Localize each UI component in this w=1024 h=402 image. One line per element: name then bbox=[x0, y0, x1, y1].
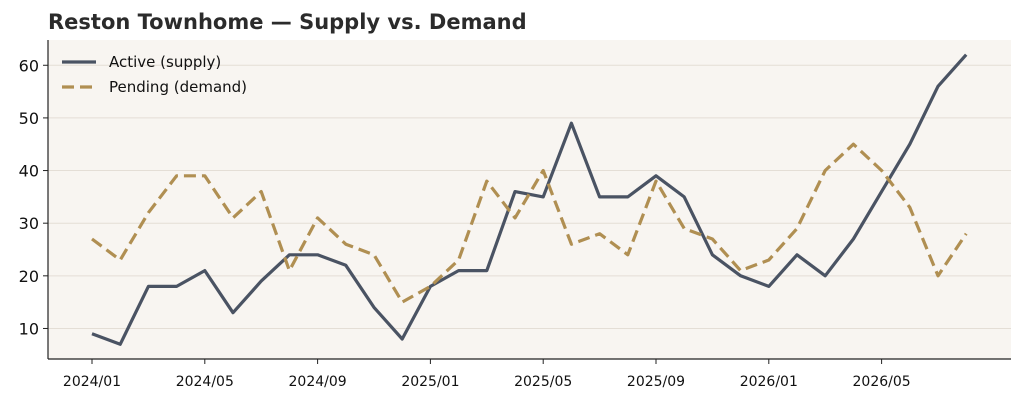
y-tick-label: 40 bbox=[19, 162, 39, 181]
y-tick-label: 10 bbox=[19, 319, 39, 338]
x-tick-label: 2024/09 bbox=[289, 374, 347, 390]
data-point bbox=[542, 169, 545, 172]
x-tick-label: 2024/01 bbox=[63, 374, 121, 390]
x-tick-label: 2026/01 bbox=[740, 374, 798, 390]
data-point bbox=[598, 232, 601, 235]
data-point bbox=[231, 311, 234, 314]
data-point bbox=[824, 274, 827, 277]
data-point bbox=[654, 180, 657, 183]
data-point bbox=[203, 174, 206, 177]
chart-title: Reston Townhome — Supply vs. Demand bbox=[48, 10, 527, 34]
legend-label-1: Pending (demand) bbox=[109, 78, 247, 96]
plot-area bbox=[48, 40, 1011, 359]
data-point bbox=[344, 264, 347, 267]
data-point bbox=[824, 169, 827, 172]
series-line-1 bbox=[91, 142, 968, 304]
data-point bbox=[852, 237, 855, 240]
y-tick-label: 30 bbox=[19, 214, 39, 233]
data-point bbox=[372, 253, 375, 256]
data-point bbox=[90, 237, 93, 240]
y-tick-label: 60 bbox=[19, 56, 39, 75]
data-point bbox=[683, 195, 686, 198]
data-point bbox=[626, 195, 629, 198]
data-point bbox=[457, 258, 460, 261]
data-point bbox=[711, 253, 714, 256]
data-point bbox=[570, 122, 573, 125]
data-point bbox=[739, 274, 742, 277]
data-point bbox=[147, 211, 150, 214]
series-line-0 bbox=[91, 53, 968, 346]
x-tick-label: 2026/05 bbox=[853, 374, 911, 390]
data-point bbox=[542, 195, 545, 198]
data-point bbox=[965, 232, 968, 235]
data-point bbox=[260, 280, 263, 283]
data-point bbox=[429, 285, 432, 288]
data-point bbox=[260, 190, 263, 193]
data-point bbox=[683, 227, 686, 230]
data-point bbox=[175, 285, 178, 288]
data-point bbox=[795, 253, 798, 256]
data-point bbox=[880, 169, 883, 172]
data-point bbox=[626, 253, 629, 256]
data-point bbox=[175, 174, 178, 177]
data-point bbox=[147, 285, 150, 288]
series-lines bbox=[90, 53, 968, 346]
data-point bbox=[344, 243, 347, 246]
data-point bbox=[119, 258, 122, 261]
data-point bbox=[767, 285, 770, 288]
data-point bbox=[401, 301, 404, 304]
data-point bbox=[936, 85, 939, 88]
tick-labels: 10 20 30 40 50 60 2024/01 2024/05 2024/09 2025/01… bbox=[19, 56, 911, 390]
data-point bbox=[316, 253, 319, 256]
data-point bbox=[936, 274, 939, 277]
data-point bbox=[288, 253, 291, 256]
data-point bbox=[485, 269, 488, 272]
data-point bbox=[880, 190, 883, 193]
data-point bbox=[965, 53, 968, 56]
x-tick-label: 2025/01 bbox=[401, 374, 459, 390]
x-tick-label: 2024/05 bbox=[176, 374, 234, 390]
y-tick-label: 50 bbox=[19, 109, 39, 128]
legend-label-0: Active (supply) bbox=[109, 53, 221, 71]
data-point bbox=[90, 332, 93, 335]
data-point bbox=[513, 216, 516, 219]
data-point bbox=[711, 237, 714, 240]
data-point bbox=[852, 143, 855, 146]
data-point bbox=[485, 180, 488, 183]
data-point bbox=[401, 337, 404, 340]
data-point bbox=[908, 206, 911, 209]
data-point bbox=[908, 143, 911, 146]
y-tick-label: 20 bbox=[19, 267, 39, 286]
data-point bbox=[316, 216, 319, 219]
data-point bbox=[457, 269, 460, 272]
x-tick-label: 2025/09 bbox=[627, 374, 685, 390]
data-point bbox=[739, 269, 742, 272]
data-point bbox=[767, 258, 770, 261]
data-point bbox=[231, 216, 234, 219]
axes bbox=[43, 40, 1011, 364]
data-point bbox=[288, 269, 291, 272]
legend: Active (supply) Pending (demand) bbox=[62, 53, 247, 96]
data-point bbox=[119, 343, 122, 346]
data-point bbox=[513, 190, 516, 193]
data-point bbox=[203, 269, 206, 272]
data-point bbox=[372, 306, 375, 309]
data-point bbox=[570, 243, 573, 246]
data-point bbox=[795, 227, 798, 230]
data-point bbox=[598, 195, 601, 198]
x-tick-label: 2025/05 bbox=[514, 374, 572, 390]
data-point bbox=[654, 174, 657, 177]
